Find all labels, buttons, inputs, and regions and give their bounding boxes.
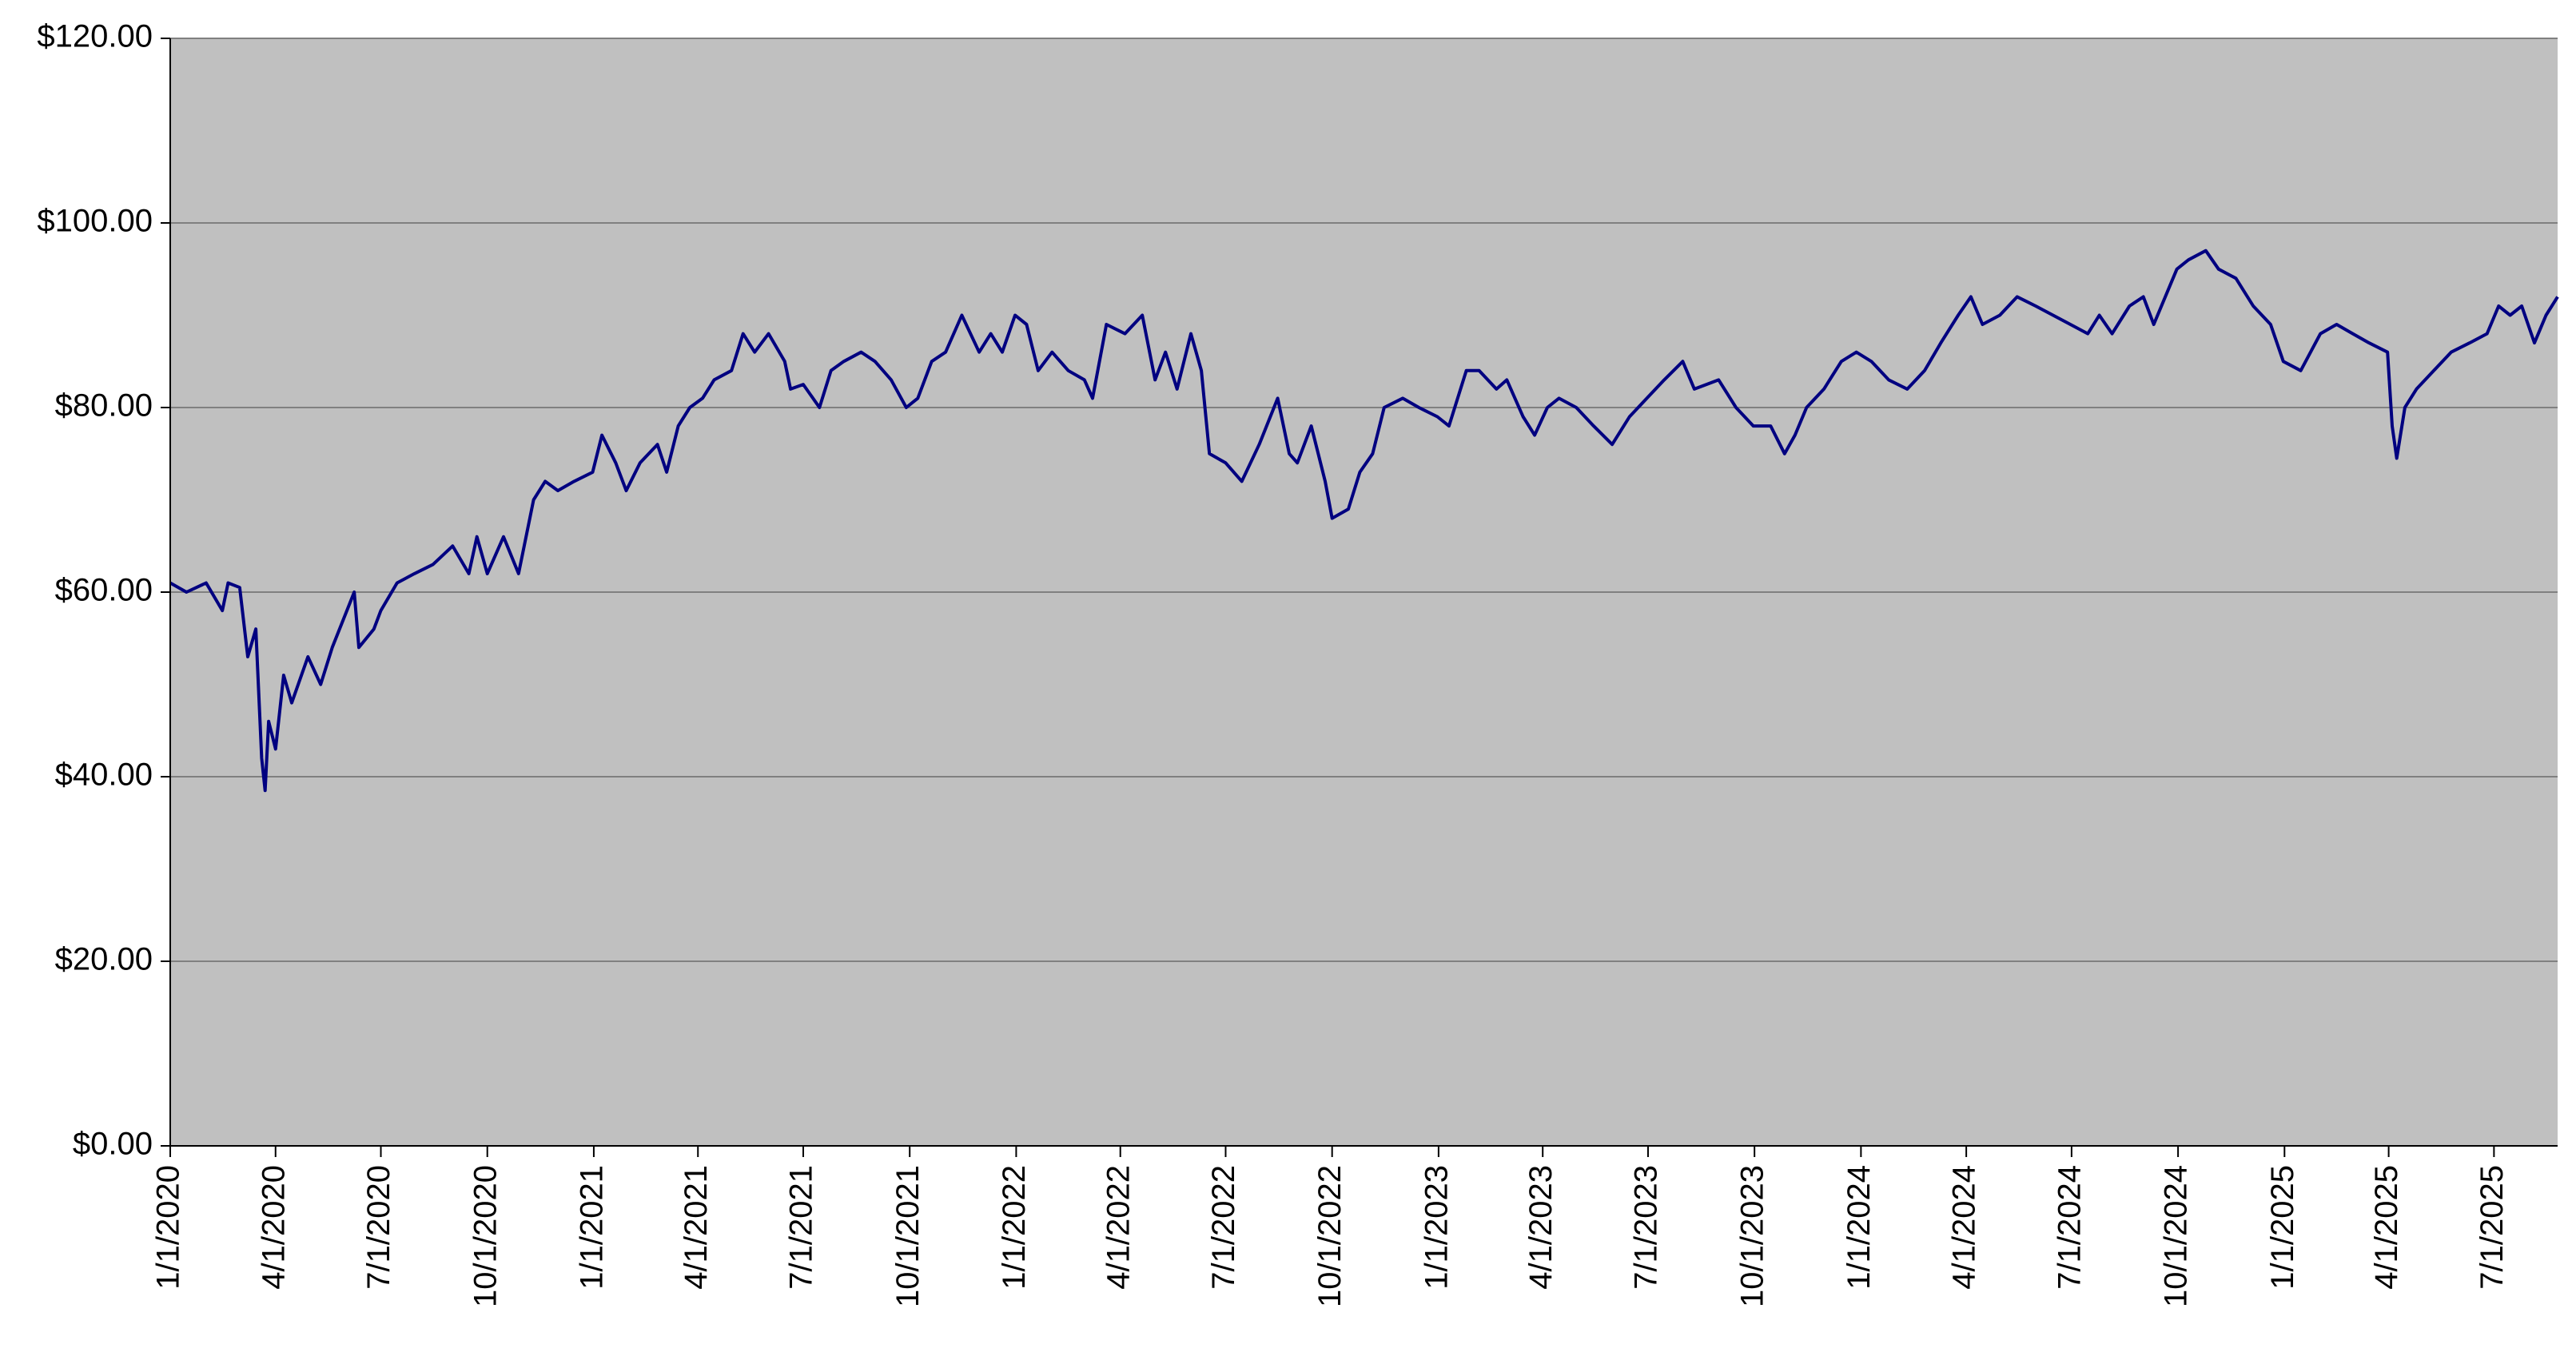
x-tick-label: 4/1/2025 [2369,1165,2404,1290]
x-tick-label: 1/1/2022 [997,1165,1032,1290]
y-tick-label: $80.00 [55,388,153,424]
x-tick-label: 1/1/2020 [151,1165,186,1290]
x-tick-label: 4/1/2022 [1101,1165,1136,1290]
x-tick-label: 10/1/2021 [890,1165,926,1307]
x-tick-label: 1/1/2021 [574,1165,609,1290]
x-tick-label: 7/1/2020 [361,1165,396,1290]
x-tick-label: 7/1/2023 [1629,1165,1664,1290]
y-tick-label: $0.00 [73,1127,153,1162]
x-tick-label: 4/1/2023 [1523,1165,1559,1290]
x-tick-label: 10/1/2022 [1312,1165,1348,1307]
x-tick-label: 1/1/2024 [1841,1165,1877,1290]
x-tick-label: 7/1/2024 [2052,1165,2087,1290]
x-tick-label: 1/1/2025 [2265,1165,2300,1290]
x-tick-label: 1/1/2023 [1419,1165,1454,1290]
price-line [169,249,2559,793]
x-tick-label: 4/1/2020 [256,1165,291,1290]
y-tick-label: $20.00 [55,942,153,977]
x-tick-label: 10/1/2020 [468,1165,503,1307]
x-tick-label: 7/1/2022 [1206,1165,1241,1290]
y-tick-label: $40.00 [55,758,153,793]
x-tick-label: 7/1/2025 [2474,1165,2510,1290]
y-tick-label: $60.00 [55,573,153,608]
x-tick-label: 10/1/2023 [1735,1165,1770,1307]
x-tick-label: 10/1/2024 [2159,1165,2194,1307]
y-tick-label: $120.00 [37,19,153,54]
x-tick-label: 4/1/2024 [1947,1165,1982,1290]
y-tick-label: $100.00 [37,204,153,239]
x-tick-label: 4/1/2021 [679,1165,714,1290]
x-tick-label: 7/1/2021 [784,1165,819,1290]
